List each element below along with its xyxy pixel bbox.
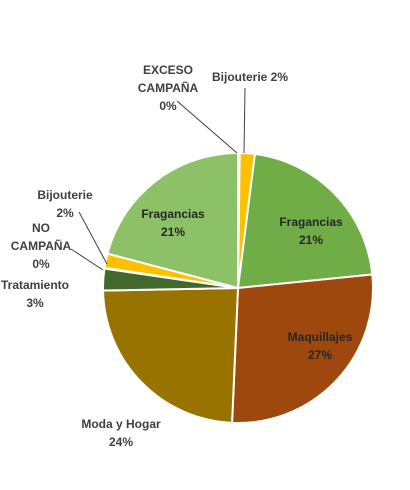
data-label: Bijouterie 2% [37,188,93,220]
data-label: Fragancias 21% [141,207,205,239]
pie-slice [236,152,374,290]
data-label: Fragancias 21% [279,215,343,247]
data-label: NO CAMPAÑA 0% [11,221,72,271]
data-label: Tratamiento 3% [1,278,69,310]
leader-line [243,87,246,154]
pie-slice [102,286,240,424]
pie-slice [106,151,239,290]
data-label: Moda y Hogar 24% [81,417,161,449]
pie-slice [231,273,374,424]
leader-line [176,100,238,154]
leader-line [78,211,108,265]
data-label: Maquillajes 27% [288,330,353,362]
data-label: Bijouterie 2% [212,70,288,84]
leader-line [70,248,104,271]
data-label: EXCESO CAMPAÑA 0% [138,63,199,113]
